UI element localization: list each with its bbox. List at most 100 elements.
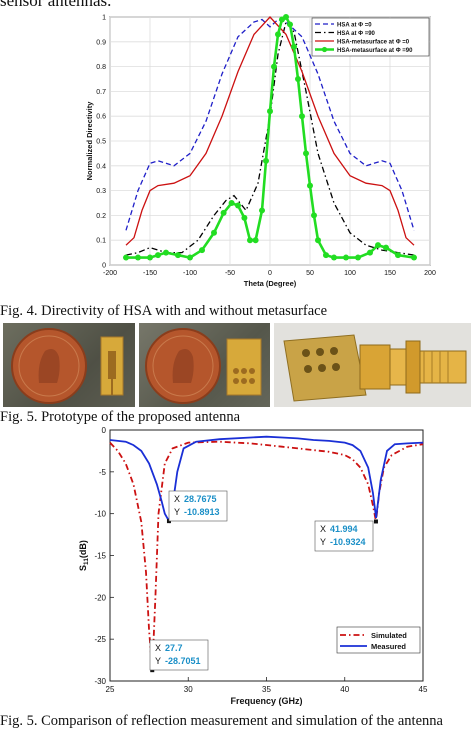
series-point bbox=[291, 43, 297, 50]
plot-area bbox=[109, 429, 424, 682]
datatip-y-value: -28.7051 bbox=[165, 656, 201, 666]
series-point bbox=[235, 202, 241, 209]
x-tick-label: 200 bbox=[424, 270, 436, 277]
y-tick-label: 0.5 bbox=[96, 139, 106, 146]
x-tick-label: -50 bbox=[225, 270, 235, 277]
coin-antenna-back-image bbox=[145, 328, 262, 404]
prototype-photo-back bbox=[139, 323, 270, 407]
legend-entry: Simulated bbox=[371, 631, 407, 640]
datatip-marker bbox=[150, 668, 155, 673]
x-tick-label: 45 bbox=[419, 685, 428, 694]
legend-entry: Measured bbox=[371, 642, 406, 651]
figure-6-caption: Fig. 5. Comparison of reflection measure… bbox=[0, 713, 443, 729]
directivity-chart: -200 -150 -100 -50 0 50 100 150 200 0 0.1 0.2 0.3 0.4… bbox=[85, 14, 436, 288]
datatip-x-label: X bbox=[155, 643, 161, 653]
x-axis-label: Theta (Degree) bbox=[244, 279, 297, 288]
datatip-y-label: Y bbox=[155, 656, 161, 666]
series-point bbox=[275, 31, 281, 38]
series-point bbox=[315, 237, 321, 244]
series-point bbox=[367, 249, 373, 256]
series-point bbox=[199, 247, 205, 254]
y-tick-label: 0.7 bbox=[96, 89, 106, 96]
datatip-x-value: 41.994 bbox=[330, 524, 358, 534]
series-point bbox=[311, 212, 317, 219]
figure-5-caption: Fig. 5. Prototype of the proposed antenn… bbox=[0, 409, 241, 425]
series-point bbox=[303, 150, 309, 157]
series-point bbox=[175, 252, 181, 259]
x-tick-label: 0 bbox=[268, 270, 272, 277]
x-axis-label: Frequency (GHz) bbox=[230, 696, 302, 706]
series-point bbox=[187, 254, 193, 261]
series-point bbox=[263, 157, 269, 164]
y-axis-label: S11(dB) bbox=[78, 540, 90, 571]
y-tick-label: -15 bbox=[94, 552, 106, 561]
x-tick-label: -200 bbox=[103, 270, 117, 277]
datatip-box bbox=[168, 490, 228, 522]
series-point bbox=[383, 244, 389, 251]
series-point bbox=[271, 63, 277, 70]
y-tick-label: -20 bbox=[94, 593, 106, 602]
datatip-box bbox=[314, 520, 374, 552]
datatip-x-value: 28.7675 bbox=[184, 494, 217, 504]
series-point bbox=[395, 252, 401, 259]
y-tick-label: 0 bbox=[102, 263, 106, 270]
y-axis-label: Normalized Directivity bbox=[85, 101, 94, 181]
series-point bbox=[411, 254, 417, 261]
legend-entry: HSA-metasurface at Φ =90 bbox=[337, 48, 413, 54]
datatip-x-label: X bbox=[174, 494, 180, 504]
datatip-marker bbox=[373, 519, 378, 524]
series-point bbox=[147, 254, 153, 261]
legend-marker bbox=[321, 46, 328, 53]
y-tick-label: 0.8 bbox=[96, 64, 106, 71]
x-tick-label: -100 bbox=[183, 270, 197, 277]
series-point bbox=[331, 254, 337, 261]
x-tick-label: 40 bbox=[340, 685, 349, 694]
series-point bbox=[135, 254, 141, 261]
series-point bbox=[355, 254, 361, 261]
series-point bbox=[247, 237, 253, 244]
series-point bbox=[267, 108, 273, 115]
legend-entry: HSA at Φ =0 bbox=[337, 22, 372, 28]
y-tick-label: -10 bbox=[94, 510, 106, 519]
y-tick-label: 0.1 bbox=[96, 238, 106, 245]
y-tick-label: -25 bbox=[94, 635, 106, 644]
y-tick-label: 0.3 bbox=[96, 188, 106, 195]
series-point bbox=[211, 229, 217, 236]
series-point bbox=[283, 14, 289, 20]
datatip-x-value: 27.7 bbox=[165, 643, 183, 653]
datatip-y-label: Y bbox=[320, 537, 326, 547]
series-line-2 bbox=[125, 16, 415, 246]
series-point bbox=[299, 113, 305, 120]
series-point bbox=[155, 252, 161, 259]
x-tick-label: 25 bbox=[106, 685, 115, 694]
series-point bbox=[252, 237, 259, 244]
antenna-connector-image bbox=[274, 323, 471, 407]
x-tick-label: 30 bbox=[184, 685, 193, 694]
y-tick-label: 0.6 bbox=[96, 114, 106, 121]
top-text: sensor antennas. bbox=[0, 0, 112, 10]
y-tick-label: 1 bbox=[102, 15, 106, 22]
datatip-y-value: -10.9324 bbox=[330, 537, 366, 547]
x-tick-label: 100 bbox=[344, 270, 356, 277]
datatip-box bbox=[149, 639, 209, 671]
x-tick-label: 150 bbox=[384, 270, 396, 277]
prototype-photo-front bbox=[3, 323, 135, 407]
y-tick-label: -5 bbox=[99, 468, 107, 477]
x-tick-label: 35 bbox=[262, 685, 271, 694]
coin-antenna-front-image bbox=[11, 328, 124, 404]
series-point bbox=[307, 182, 313, 189]
series-point bbox=[295, 76, 301, 82]
y-tick-label: 0.4 bbox=[96, 163, 106, 170]
legend-box bbox=[336, 626, 421, 654]
prototype-photo-connector bbox=[274, 323, 471, 407]
series-line-1 bbox=[109, 435, 424, 524]
series-point bbox=[123, 254, 129, 261]
y-tick-label: 0.2 bbox=[96, 213, 106, 220]
y-tick-label: 0 bbox=[102, 426, 107, 435]
series-point bbox=[259, 207, 265, 214]
y-tick-label: -30 bbox=[94, 677, 106, 686]
series-point bbox=[241, 214, 248, 221]
series-line-0 bbox=[109, 440, 424, 671]
datatip-y-label: Y bbox=[174, 507, 180, 517]
datatip-y-value: -10.8913 bbox=[184, 507, 220, 517]
